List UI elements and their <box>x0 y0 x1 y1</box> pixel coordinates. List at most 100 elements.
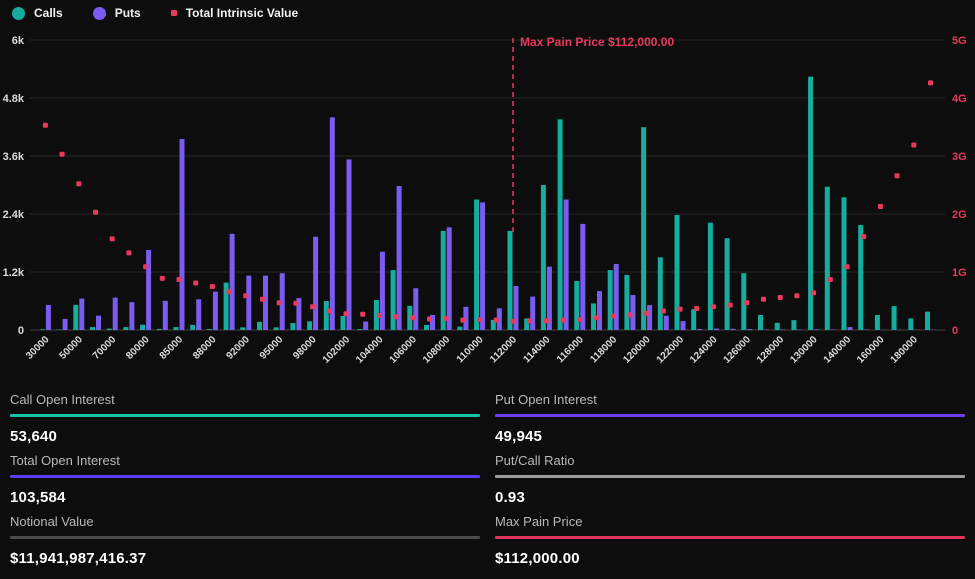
call-bar[interactable] <box>190 324 196 330</box>
put-bar[interactable] <box>480 202 486 330</box>
intrinsic-value-dot[interactable] <box>644 310 650 316</box>
intrinsic-value-dot[interactable] <box>109 236 115 242</box>
put-bar[interactable] <box>513 286 519 330</box>
put-bar[interactable] <box>379 251 385 330</box>
intrinsic-value-dot[interactable] <box>76 181 82 187</box>
put-bar[interactable] <box>179 139 185 330</box>
intrinsic-value-dot[interactable] <box>276 300 282 306</box>
call-bar[interactable] <box>674 215 680 330</box>
call-bar[interactable] <box>808 76 814 330</box>
intrinsic-value-dot[interactable] <box>260 296 265 302</box>
put-bar[interactable] <box>814 329 820 330</box>
intrinsic-value-dot[interactable] <box>59 151 65 157</box>
put-bar[interactable] <box>162 300 168 330</box>
call-bar[interactable] <box>240 327 246 330</box>
intrinsic-value-dot[interactable] <box>861 234 867 240</box>
call-bar[interactable] <box>307 321 313 330</box>
intrinsic-value-dot[interactable] <box>877 204 883 209</box>
put-bar[interactable] <box>413 288 419 330</box>
call-bar[interactable] <box>707 222 713 330</box>
chart-canvas[interactable]: 0 0 1.2k 1G 2.4k 2G 3.6k 3G 4.8k 4G 6k 5G 30000 50000… <box>0 0 975 382</box>
intrinsic-value-dot[interactable] <box>477 317 483 323</box>
call-bar[interactable] <box>925 311 930 330</box>
put-bar[interactable] <box>797 329 803 331</box>
intrinsic-value-dot[interactable] <box>293 300 299 306</box>
intrinsic-value-dot[interactable] <box>777 295 783 300</box>
intrinsic-value-dot[interactable] <box>811 290 817 296</box>
call-bar[interactable] <box>206 329 212 330</box>
call-bar[interactable] <box>140 324 146 330</box>
intrinsic-value-dot[interactable] <box>42 122 48 128</box>
intrinsic-value-dot[interactable] <box>243 293 249 299</box>
call-bar[interactable] <box>758 315 763 330</box>
call-bar[interactable] <box>741 273 747 330</box>
call-bar[interactable] <box>591 303 596 330</box>
put-bar[interactable] <box>430 315 435 330</box>
call-bar[interactable] <box>908 318 914 330</box>
call-bar[interactable] <box>691 309 697 330</box>
intrinsic-value-dot[interactable] <box>928 80 933 86</box>
call-bar[interactable] <box>390 270 396 330</box>
put-bar[interactable] <box>212 291 218 330</box>
put-bar[interactable] <box>296 298 302 330</box>
call-bar[interactable] <box>574 280 580 330</box>
intrinsic-value-dot[interactable] <box>343 311 349 317</box>
call-bar[interactable] <box>724 238 730 330</box>
intrinsic-value-dot[interactable] <box>427 316 432 322</box>
put-bar[interactable] <box>730 328 736 330</box>
call-bar[interactable] <box>173 327 179 330</box>
intrinsic-value-dot[interactable] <box>527 318 533 324</box>
intrinsic-value-dot[interactable] <box>844 264 850 270</box>
intrinsic-value-dot[interactable] <box>894 173 900 179</box>
intrinsic-value-dot[interactable] <box>360 311 366 317</box>
put-bar[interactable] <box>580 223 586 330</box>
call-bar[interactable] <box>891 306 897 330</box>
call-bar[interactable] <box>357 329 363 330</box>
put-bar[interactable] <box>196 299 202 330</box>
legend-item-calls[interactable]: Calls <box>12 6 63 20</box>
intrinsic-value-dot[interactable] <box>727 302 733 308</box>
call-bar[interactable] <box>106 328 112 330</box>
intrinsic-value-dot[interactable] <box>660 308 666 314</box>
call-bar[interactable] <box>524 318 530 330</box>
call-bar[interactable] <box>657 257 663 330</box>
call-bar[interactable] <box>791 320 797 330</box>
call-bar[interactable] <box>273 327 279 330</box>
intrinsic-value-dot[interactable] <box>460 317 466 323</box>
put-bar[interactable] <box>563 199 569 331</box>
call-bar[interactable] <box>841 197 847 330</box>
intrinsic-value-dot[interactable] <box>310 304 316 310</box>
call-bar[interactable] <box>156 329 162 330</box>
intrinsic-value-dot[interactable] <box>376 313 382 318</box>
put-bar[interactable] <box>764 329 769 331</box>
call-bar[interactable] <box>424 324 429 330</box>
call-bar[interactable] <box>557 119 563 330</box>
call-bar[interactable] <box>223 282 229 330</box>
call-bar[interactable] <box>123 327 129 330</box>
put-bar[interactable] <box>313 236 319 330</box>
put-bar[interactable] <box>263 275 268 330</box>
call-bar[interactable] <box>540 185 546 330</box>
intrinsic-value-dot[interactable] <box>326 308 332 314</box>
intrinsic-value-dot[interactable] <box>610 313 616 319</box>
put-bar[interactable] <box>496 308 502 331</box>
intrinsic-value-dot[interactable] <box>159 275 165 281</box>
call-bar[interactable] <box>490 319 496 330</box>
put-bar[interactable] <box>279 273 285 330</box>
put-bar[interactable] <box>129 302 135 330</box>
legend-item-puts[interactable]: Puts <box>92 6 141 20</box>
put-bar[interactable] <box>597 291 602 330</box>
intrinsic-value-dot[interactable] <box>410 315 416 321</box>
put-bar[interactable] <box>546 266 552 330</box>
put-bar[interactable] <box>62 318 68 330</box>
intrinsic-value-dot[interactable] <box>911 142 917 148</box>
intrinsic-value-dot[interactable] <box>226 289 232 295</box>
call-bar[interactable] <box>440 230 446 330</box>
put-bar[interactable] <box>663 315 669 330</box>
intrinsic-value-dot[interactable] <box>577 317 583 323</box>
call-bar[interactable] <box>90 327 95 330</box>
call-bar[interactable] <box>858 224 864 330</box>
call-bar[interactable] <box>624 274 630 330</box>
put-bar[interactable] <box>329 117 335 330</box>
put-bar[interactable] <box>530 296 536 330</box>
